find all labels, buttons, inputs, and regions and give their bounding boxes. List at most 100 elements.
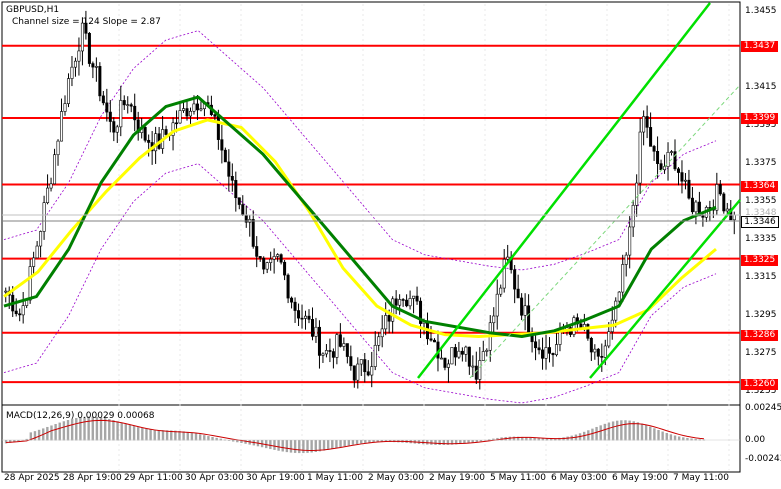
candle-body	[656, 150, 660, 164]
macd-bar	[450, 440, 454, 445]
candle-body	[290, 297, 294, 303]
macd-bar	[442, 440, 445, 445]
macd-bar	[372, 440, 375, 443]
price-tick: 1.3455	[745, 5, 777, 16]
macd-bar	[269, 440, 272, 450]
candle-body	[683, 179, 687, 182]
candle-body	[495, 293, 499, 317]
candle-body	[307, 315, 311, 320]
candle-body	[241, 204, 245, 216]
macd-bar	[227, 440, 231, 441]
candle-body	[297, 310, 301, 319]
candle-body	[373, 344, 377, 367]
candle-body	[230, 176, 234, 181]
candle-body	[192, 103, 196, 112]
candle-body	[178, 110, 182, 124]
candle-body	[502, 258, 506, 289]
candle-body	[314, 326, 318, 337]
candle-body	[725, 208, 729, 212]
macd-bar	[285, 440, 289, 453]
candle-body	[46, 187, 50, 203]
candle-body	[359, 359, 363, 365]
macd-bar	[231, 440, 235, 442]
candle-body	[258, 256, 262, 259]
candle-body	[345, 343, 349, 357]
macd-bar	[384, 440, 388, 442]
candle-body	[676, 168, 680, 173]
candle-body	[87, 32, 91, 64]
candle-body	[213, 114, 217, 117]
macd-bar	[322, 440, 326, 451]
macd-bar	[265, 440, 268, 449]
candle-body	[188, 110, 192, 117]
macd-bar	[207, 436, 210, 441]
candle-body	[520, 297, 524, 316]
candle-body	[53, 154, 57, 185]
level-tag-1: 1.3437	[741, 41, 778, 52]
candle-body	[195, 103, 199, 111]
macd-bar	[128, 424, 132, 441]
macd-bar	[632, 421, 635, 441]
macd-bar	[4, 440, 8, 444]
macd-bar	[137, 427, 140, 441]
macd-bar	[244, 440, 247, 444]
candle-body	[279, 254, 283, 263]
candle-body	[586, 324, 590, 339]
candle-body	[310, 319, 314, 337]
candle-body	[544, 347, 548, 359]
candle-body	[377, 336, 381, 346]
price-tick: 1.3315	[745, 271, 777, 282]
macd-bar	[219, 438, 222, 441]
macd-bar	[108, 419, 111, 441]
macd-bar	[582, 431, 586, 441]
macd-bar	[686, 437, 689, 441]
candle-body	[18, 313, 22, 316]
time-tick: 5 May 11:00	[490, 473, 546, 483]
candle-body	[387, 315, 391, 322]
candle-body	[554, 344, 558, 356]
candle-body	[460, 350, 464, 355]
candle-body	[304, 315, 308, 319]
candle-body	[453, 347, 457, 358]
candle-body	[293, 301, 297, 311]
candle-body	[370, 366, 374, 376]
channel-upper	[417, 2, 711, 379]
macd-bar	[318, 440, 322, 452]
macd-bar	[190, 432, 194, 441]
candle-body	[14, 310, 18, 315]
candle-body	[649, 127, 653, 147]
candle-body	[182, 108, 186, 111]
candle-body	[363, 359, 367, 373]
candle-body	[101, 95, 105, 104]
macd-bar	[170, 430, 173, 441]
candle-body	[384, 315, 388, 330]
candle-body	[21, 305, 25, 316]
candle-body	[593, 348, 597, 353]
macd-bar	[29, 432, 33, 441]
candle-body	[701, 215, 705, 218]
candle-body	[614, 300, 618, 321]
candle-body	[603, 345, 607, 358]
macd-bar	[483, 440, 487, 441]
candle-body	[589, 337, 593, 353]
macd-bar	[587, 430, 590, 441]
macd-bar	[141, 428, 144, 441]
macd-bar	[198, 434, 202, 441]
macd-bar	[194, 433, 198, 441]
channel-info: Channel size = 124 Slope = 2.87	[12, 17, 161, 27]
macd-bar	[149, 429, 152, 441]
candle-body	[673, 151, 677, 170]
candle-body	[457, 350, 461, 358]
time-tick: 2 May 19:00	[429, 473, 485, 483]
macd-bar	[83, 416, 86, 441]
macd-bar	[533, 437, 536, 441]
candle-body	[112, 121, 116, 133]
symbol-title: GBPUSD,H1	[6, 5, 60, 15]
macd-bar	[529, 437, 532, 441]
level-tag-3: 1.3364	[741, 181, 778, 192]
candle-body	[234, 179, 238, 199]
macd-bar	[46, 426, 49, 441]
candle-body	[39, 231, 43, 247]
macd-bar	[454, 440, 458, 445]
